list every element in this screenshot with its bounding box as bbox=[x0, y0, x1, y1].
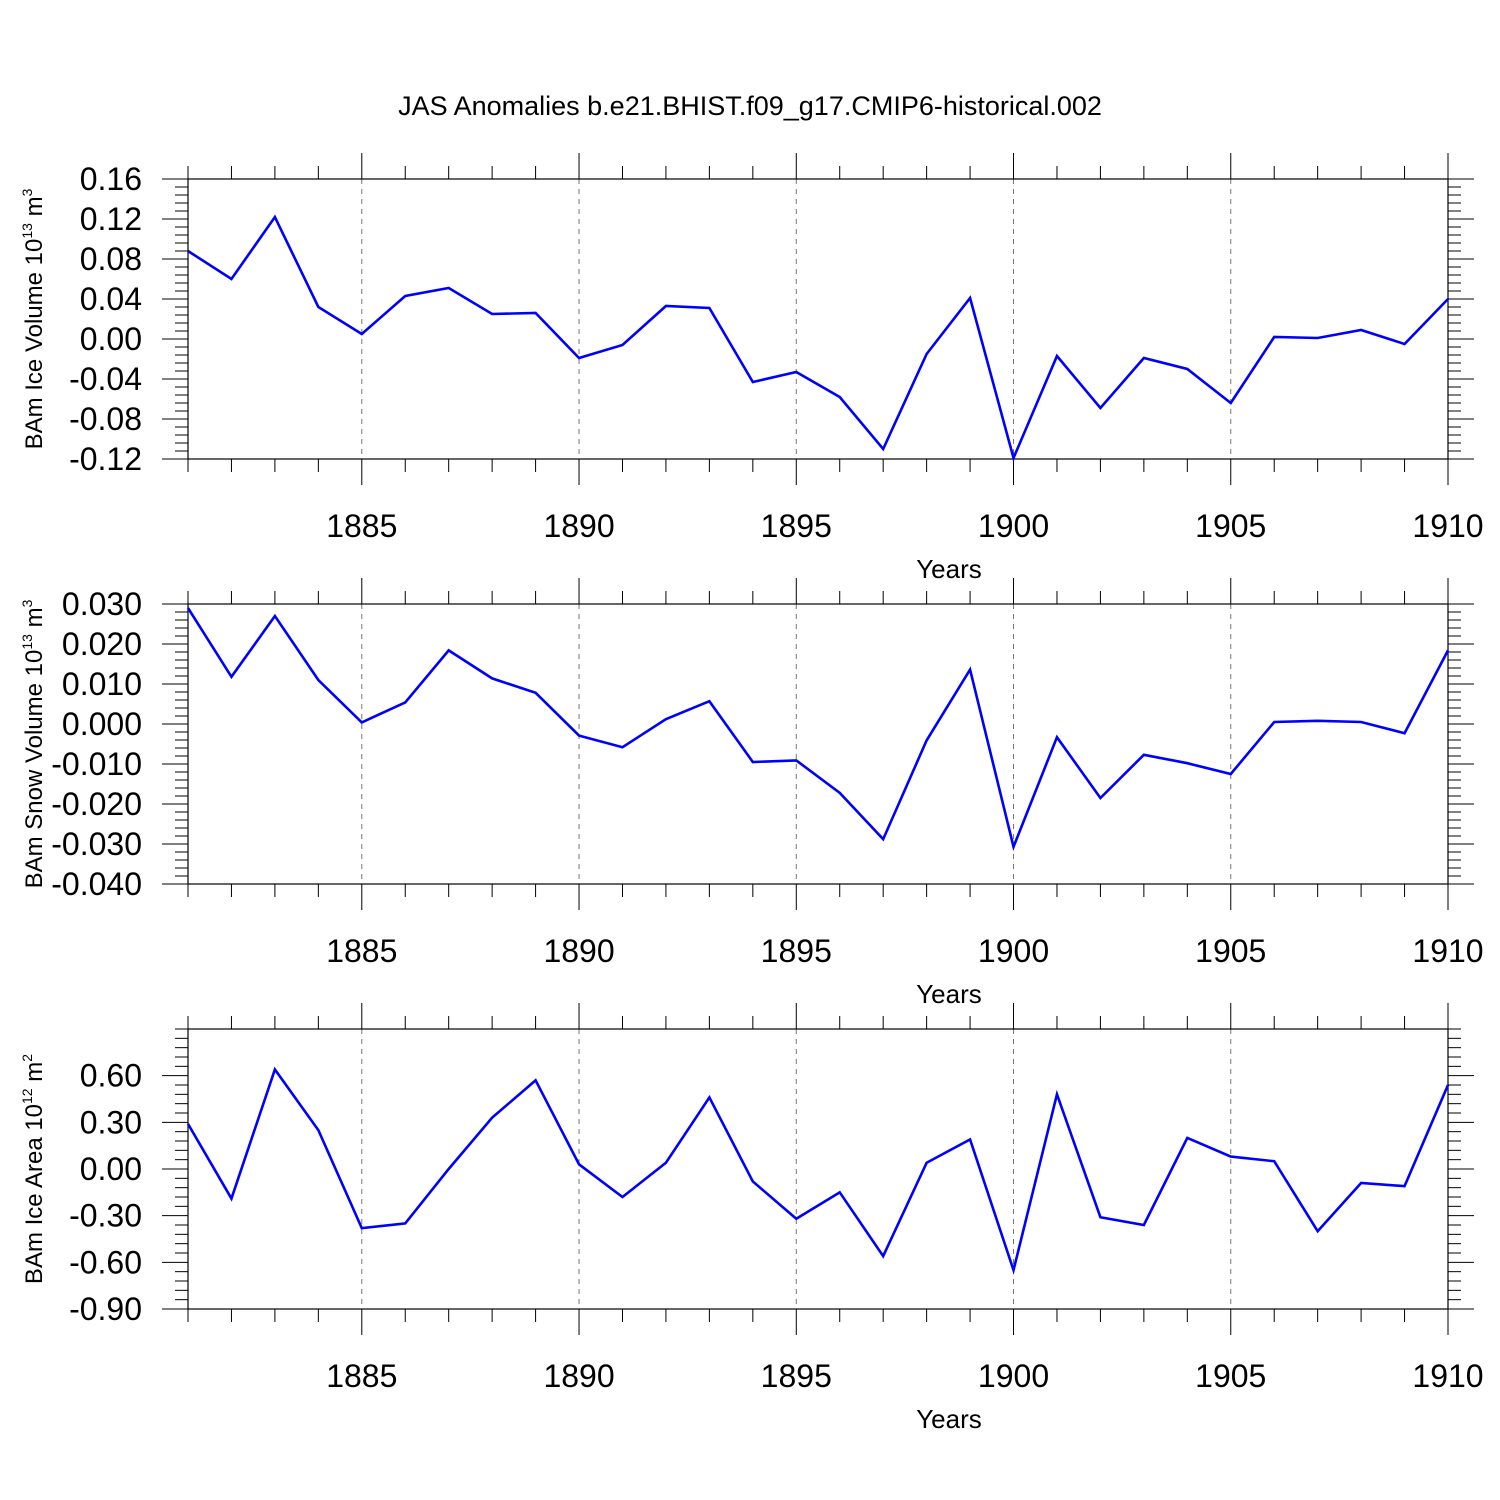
y-tick-label: -0.12 bbox=[69, 441, 142, 477]
y-axis-label: BAm Ice Volume 1013 m3 bbox=[19, 188, 48, 449]
x-tick-label: 1905 bbox=[1195, 508, 1266, 544]
y-tick-label: 0.60 bbox=[80, 1058, 142, 1094]
series-line-1 bbox=[186, 607, 1450, 852]
x-tick-label: 1905 bbox=[1195, 1358, 1266, 1394]
plot-frame bbox=[187, 603, 1449, 885]
x-axis-label: Years bbox=[916, 554, 982, 584]
x-tick-label: 1910 bbox=[1412, 508, 1483, 544]
y-tick-label: 0.16 bbox=[80, 161, 142, 197]
panel-2: 1885 1890 1895 1900 1905 1910 -0.040 -0.030 -0.0… bbox=[19, 578, 1484, 1009]
y-tick-label: 0.00 bbox=[80, 321, 142, 357]
x-tick-label: 1895 bbox=[761, 1358, 832, 1394]
y-tick-label: -0.010 bbox=[51, 746, 142, 782]
series-line-1 bbox=[186, 1066, 1450, 1275]
x-tick-label: 1885 bbox=[326, 933, 397, 969]
x-tick-label: 1885 bbox=[326, 1358, 397, 1394]
x-tick-label: 1905 bbox=[1195, 933, 1266, 969]
y-tick-label: 0.030 bbox=[62, 586, 142, 622]
figure-title: JAS Anomalies b.e21.BHIST.f09_g17.CMIP6-… bbox=[398, 91, 1102, 121]
panel-1: 1885 1890 1895 1900 1905 1910 -0.12 -0.08 -0.04 0… bbox=[19, 153, 1484, 584]
y-tick-label: -0.90 bbox=[69, 1291, 142, 1327]
y-tick-label: -0.08 bbox=[69, 401, 142, 437]
x-tick-label: 1895 bbox=[761, 933, 832, 969]
series-line-1 bbox=[187, 214, 1449, 462]
plot-frame bbox=[187, 1028, 1449, 1310]
x-tick-label: 1910 bbox=[1412, 1358, 1483, 1394]
y-tick-label: -0.60 bbox=[69, 1244, 142, 1280]
x-tick-label: 1885 bbox=[326, 508, 397, 544]
panels: 1885 1890 1895 1900 1905 1910-0.12-0.08-0.040… bbox=[19, 153, 1484, 1434]
y-tick-label: 0.000 bbox=[62, 706, 142, 742]
x-tick-label: 1890 bbox=[543, 1358, 614, 1394]
x-axis-label: Years bbox=[916, 979, 982, 1009]
y-tick-label: -0.30 bbox=[69, 1198, 142, 1234]
panel-3: 1885 1890 1895 1900 1905 1910 -0.90 -0.60 -0.30 0… bbox=[19, 1003, 1484, 1434]
y-axis-label: BAm Ice Area 1012 m2 bbox=[19, 1054, 48, 1284]
y-axis-label: BAm Snow Volume 1013 m3 bbox=[19, 599, 48, 888]
y-tick-label: 0.12 bbox=[80, 201, 142, 237]
x-tick-label: 1900 bbox=[978, 933, 1049, 969]
y-tick-label: -0.020 bbox=[51, 786, 142, 822]
y-tick-label: 0.010 bbox=[62, 666, 142, 702]
x-tick-label: 1910 bbox=[1412, 933, 1483, 969]
y-tick-label: -0.040 bbox=[51, 866, 142, 902]
y-tick-label: 0.04 bbox=[80, 281, 142, 317]
plot-frame bbox=[187, 178, 1449, 460]
x-tick-label: 1900 bbox=[978, 1358, 1049, 1394]
y-tick-label: 0.30 bbox=[80, 1104, 142, 1140]
y-tick-label: -0.04 bbox=[69, 361, 142, 397]
x-tick-label: 1890 bbox=[543, 508, 614, 544]
y-tick-label: 0.020 bbox=[62, 626, 142, 662]
x-axis-label: Years bbox=[916, 1404, 982, 1434]
x-tick-label: 1890 bbox=[543, 933, 614, 969]
y-tick-label: 0.08 bbox=[80, 241, 142, 277]
x-tick-label: 1900 bbox=[978, 508, 1049, 544]
y-tick-label: 0.00 bbox=[80, 1151, 142, 1187]
x-tick-label: 1895 bbox=[761, 508, 832, 544]
y-tick-label: -0.030 bbox=[51, 826, 142, 862]
